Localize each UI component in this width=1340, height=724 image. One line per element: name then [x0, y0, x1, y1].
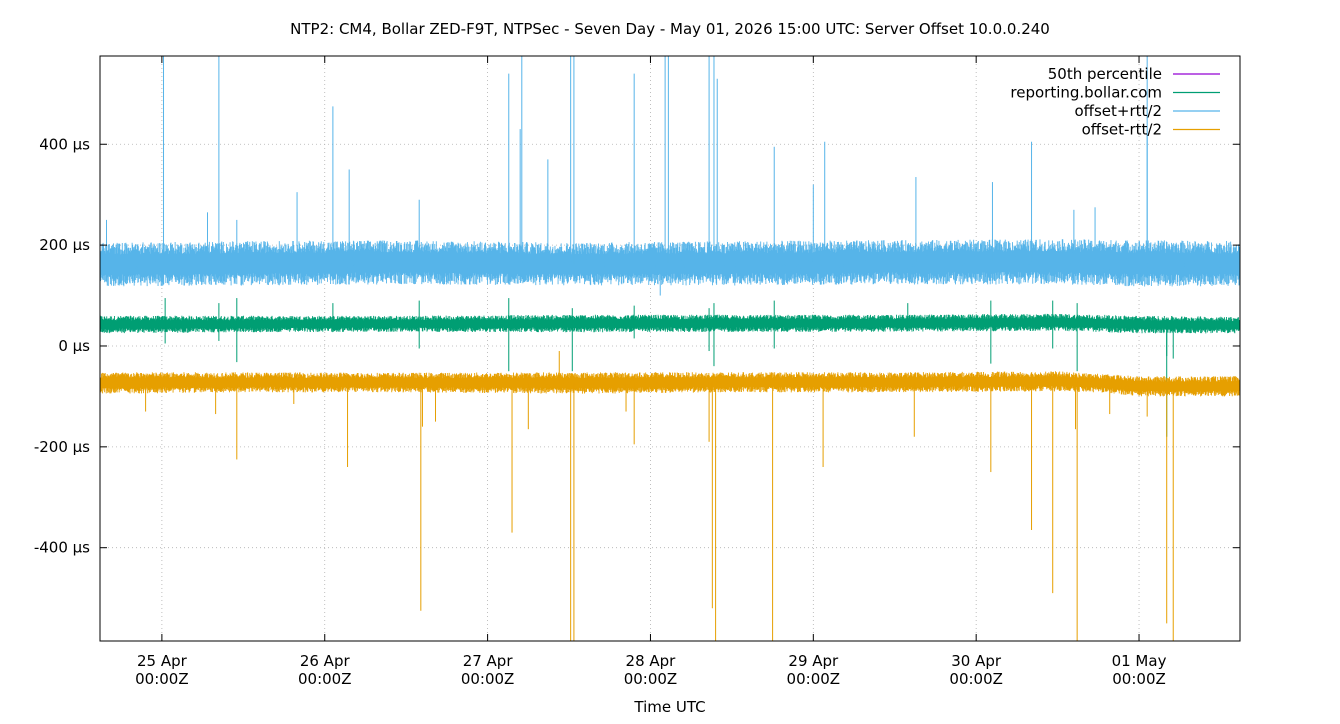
x-tick-label-date: 27 Apr [463, 652, 514, 670]
x-tick-label-date: 01 May [1112, 652, 1167, 670]
series-3 [100, 351, 1240, 641]
x-tick-label-time: 00:00Z [949, 670, 1003, 688]
x-axis-label: Time UTC [633, 698, 705, 716]
series-band [100, 239, 1240, 287]
x-tick-label-time: 00:00Z [461, 670, 515, 688]
legend-label: offset-rtt/2 [1082, 121, 1162, 139]
x-tick-label-date: 26 Apr [300, 652, 351, 670]
x-tick-label-date: 25 Apr [137, 652, 188, 670]
legend-label: offset+rtt/2 [1074, 102, 1162, 120]
x-tick-label-time: 00:00Z [135, 670, 189, 688]
x-tick-label-date: 28 Apr [626, 652, 677, 670]
series-line [100, 375, 1240, 392]
x-tick-label-time: 00:00Z [624, 670, 678, 688]
plot-frame [99, 55, 1241, 642]
x-tick-label-date: 30 Apr [951, 652, 1002, 670]
series-1 [100, 298, 1240, 437]
x-tick-label-date: 29 Apr [788, 652, 839, 670]
series-layer [100, 56, 1240, 641]
grid-layer [100, 56, 1240, 641]
series-band [100, 371, 1240, 397]
y-tick-label: 400 µs [39, 135, 90, 153]
series-line [100, 249, 1240, 278]
legend: 50th percentilereporting.bollar.comoffse… [1010, 65, 1220, 139]
series-band [100, 313, 1240, 334]
x-tick-label-time: 00:00Z [298, 670, 352, 688]
series-line [100, 316, 1240, 331]
x-tick-label-time: 00:00Z [787, 670, 841, 688]
x-tick-label-time: 00:00Z [1112, 670, 1166, 688]
legend-label: 50th percentile [1048, 65, 1162, 83]
series-2 [100, 56, 1240, 296]
chart-title: NTP2: CM4, Bollar ZED-F9T, NTPSec - Seve… [290, 20, 1050, 38]
y-tick-label: -200 µs [34, 438, 90, 456]
y-tick-label: -400 µs [34, 539, 90, 557]
y-tick-label: 200 µs [39, 236, 90, 254]
y-tick-label: 0 µs [58, 337, 90, 355]
legend-label: reporting.bollar.com [1010, 84, 1162, 102]
